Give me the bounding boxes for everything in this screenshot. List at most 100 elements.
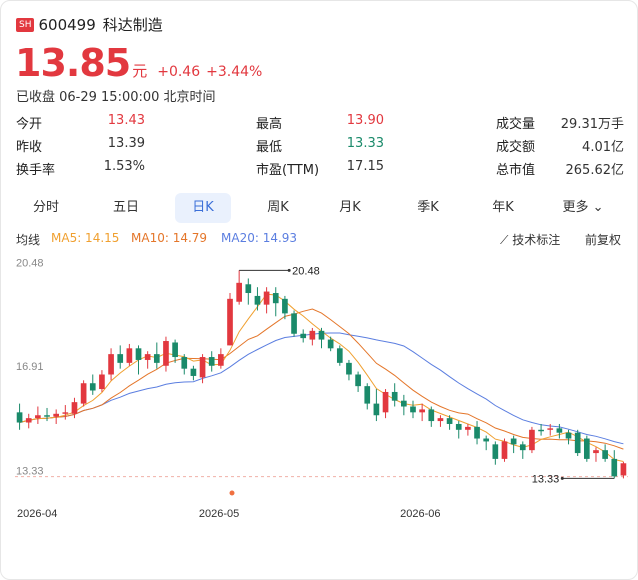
tab-label: 分时 bbox=[32, 200, 59, 215]
stat-label: 换手率 bbox=[16, 163, 56, 178]
stats-grid: 今开 13.43 最高 13.90 成交量 29.31万手 昨收 13.39 最低 13.33 成交… bbox=[16, 111, 628, 180]
stat-value: 265.62亿 bbox=[565, 163, 625, 178]
stock-header: SH 600499 科达制造 bbox=[16, 14, 163, 35]
tab-label: 更多 bbox=[562, 200, 589, 215]
candle-body bbox=[53, 413, 60, 417]
candle-body bbox=[336, 348, 343, 363]
candle-body bbox=[538, 429, 544, 432]
stat-label: 最高 bbox=[256, 117, 283, 132]
candle-body bbox=[218, 354, 224, 366]
candle-body bbox=[35, 415, 41, 419]
candle-body bbox=[89, 383, 96, 391]
candle-body bbox=[190, 368, 197, 376]
candle-body bbox=[208, 357, 215, 366]
indicator-label: 技术标注 bbox=[512, 233, 561, 247]
ma-legend-bar: 均线 MA5: 14.15 MA10: 14.79 MA20: 14.93 ⟋ … bbox=[16, 231, 628, 249]
tab-6[interactable]: 年K bbox=[475, 193, 531, 223]
candle-body bbox=[474, 426, 480, 439]
candle-body bbox=[300, 333, 307, 339]
y-tick-label: 13.33 bbox=[16, 465, 44, 477]
tab-2[interactable]: 日K bbox=[175, 193, 231, 223]
stat-value: 13.90 bbox=[346, 113, 384, 128]
high-annotation-dot bbox=[287, 268, 291, 272]
price-change-pct: +3.44% bbox=[206, 64, 263, 80]
y-tick-label: 20.48 bbox=[16, 257, 44, 269]
stats-row: 今开 13.43 最高 13.90 成交量 29.31万手 bbox=[16, 111, 628, 134]
chevron-down-icon: ⌄ bbox=[588, 200, 604, 215]
candle-body bbox=[71, 402, 78, 414]
adjust-button[interactable]: 前复权 bbox=[585, 233, 622, 247]
candle-body bbox=[236, 282, 242, 302]
tab-4[interactable]: 月K bbox=[322, 193, 378, 223]
stat-value: 13.33 bbox=[346, 136, 384, 151]
candle-body bbox=[519, 444, 526, 451]
candle-body bbox=[108, 354, 114, 375]
candle-body bbox=[117, 354, 124, 363]
stat-value: 13.39 bbox=[107, 136, 145, 151]
candle-body bbox=[382, 391, 389, 413]
tab-5[interactable]: 季K bbox=[400, 193, 456, 223]
candle-body bbox=[364, 386, 371, 404]
ma5-value: MA5: 14.15 bbox=[51, 231, 120, 245]
candle-body bbox=[62, 412, 69, 414]
candle-body bbox=[309, 330, 316, 340]
tab-label: 季K bbox=[417, 200, 439, 215]
candle-body bbox=[593, 450, 599, 454]
candle-body bbox=[44, 415, 50, 417]
candle-body bbox=[25, 418, 32, 423]
candle-body bbox=[291, 313, 297, 334]
indicator-toggle[interactable]: ⟋ 技术标注 bbox=[500, 231, 560, 248]
candle-body bbox=[272, 293, 279, 304]
stats-row: 换手率 1.53% 市盈(TTM) 17.15 总市值 265.62亿 bbox=[16, 157, 628, 180]
stat-value: 17.15 bbox=[346, 159, 384, 174]
candle-body bbox=[254, 295, 261, 305]
stat-value: 29.31万手 bbox=[560, 117, 624, 132]
ma20-line bbox=[19, 332, 624, 445]
tab-label: 五日 bbox=[112, 200, 139, 215]
period-tabs: 分时 五日 日K 周K 月K 季K 年K 更多 ⌄ bbox=[15, 193, 627, 223]
current-price: 13.85 bbox=[15, 41, 131, 85]
market-badge: SH bbox=[16, 17, 35, 32]
stat-label: 昨收 bbox=[16, 140, 43, 155]
candle-body bbox=[144, 354, 151, 360]
tab-label: 日K bbox=[192, 200, 214, 215]
candle-body bbox=[620, 463, 627, 476]
tab-label: 周K bbox=[267, 200, 289, 215]
candle-body bbox=[99, 374, 105, 390]
candle-body bbox=[318, 330, 325, 340]
candle-body bbox=[437, 418, 444, 422]
tab-7[interactable]: 更多 ⌄ bbox=[555, 193, 611, 223]
candle-body bbox=[153, 354, 160, 363]
candle-body bbox=[373, 403, 380, 416]
candle-body bbox=[172, 342, 178, 358]
low-annotation-label: 13.33 bbox=[532, 473, 560, 485]
kline-chart[interactable]: 20.48 16.91 13.33 2026-04 2026-05 2026-06 20.4… bbox=[1, 251, 637, 529]
high-annotation-label: 20.48 bbox=[292, 265, 320, 277]
y-tick-label: 16.91 bbox=[16, 361, 44, 373]
candle-body bbox=[245, 284, 252, 294]
stat-label: 今开 bbox=[16, 117, 43, 132]
ma10-value: MA10: 14.79 bbox=[131, 231, 208, 245]
tab-0[interactable]: 分时 bbox=[18, 193, 74, 223]
candle-body bbox=[574, 432, 581, 454]
stat-label: 成交额 bbox=[496, 140, 536, 155]
tab-3[interactable]: 周K bbox=[250, 193, 306, 223]
candle-body bbox=[410, 406, 416, 413]
candle-body bbox=[199, 357, 206, 378]
indicator-icon: ⟋ bbox=[500, 233, 513, 247]
x-tick-label: 2026-04 bbox=[17, 508, 57, 520]
x-tick-label: 2026-06 bbox=[400, 508, 440, 520]
price-change: +0.46 bbox=[157, 64, 201, 80]
candle-body bbox=[602, 450, 608, 459]
candle-body bbox=[529, 429, 535, 451]
candle-body bbox=[391, 391, 398, 401]
candle-body bbox=[181, 357, 188, 369]
candle-body bbox=[483, 438, 490, 442]
tab-1[interactable]: 五日 bbox=[98, 193, 154, 223]
candle-body bbox=[135, 348, 142, 360]
event-marker-dot bbox=[229, 490, 235, 496]
stat-label: 最低 bbox=[256, 140, 283, 155]
candle-body bbox=[163, 341, 169, 366]
stat-value: 13.43 bbox=[107, 113, 145, 128]
ma-title: 均线 bbox=[16, 233, 41, 247]
